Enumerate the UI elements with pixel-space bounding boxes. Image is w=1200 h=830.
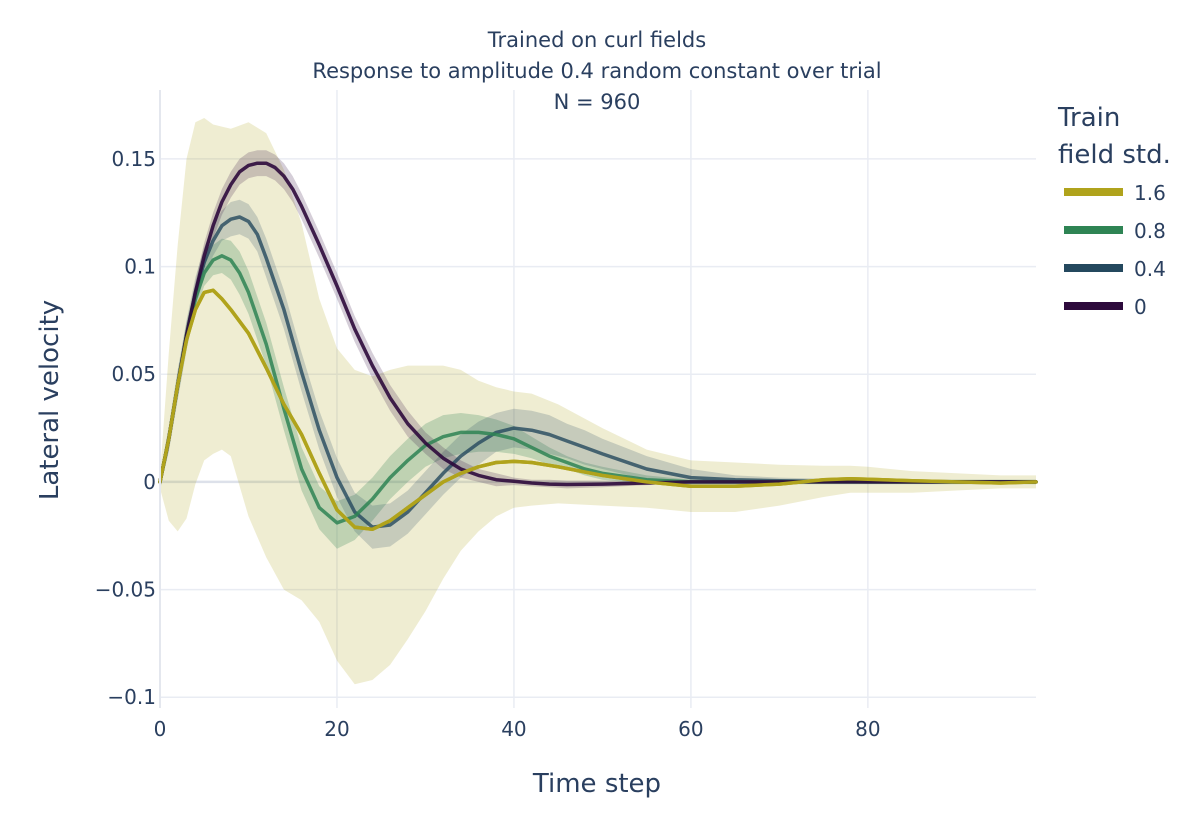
- x-tick-label: 60: [678, 717, 703, 741]
- series-line-0-8: [158, 254, 1038, 525]
- band-0-8: [160, 238, 1036, 549]
- legend-item-0[interactable]: 0: [1064, 295, 1147, 319]
- y-tick-label: 0: [143, 470, 156, 494]
- title-line-3: N = 960: [554, 90, 641, 114]
- y-tick-label: −0.05: [95, 578, 156, 602]
- band-1-6: [160, 118, 1036, 685]
- legend-item-1-6[interactable]: 1.6: [1064, 181, 1166, 205]
- axes: 0 20 40 60 80 −0.1 −0.05 0 0.05 0.1 0.15: [95, 90, 881, 741]
- legend-label: 0.4: [1134, 257, 1166, 281]
- title-line-1: Trained on curl fields: [487, 28, 706, 52]
- title-line-2: Response to amplitude 0.4 random constan…: [312, 59, 881, 83]
- x-tick-label: 20: [324, 717, 349, 741]
- legend-title-line-2: field std.: [1058, 140, 1171, 170]
- chart-title: Trained on curl fields Response to ampli…: [312, 28, 881, 114]
- y-tick-label: 0.1: [124, 255, 156, 279]
- series-lines: [158, 161, 1038, 532]
- legend-label: 0: [1134, 295, 1147, 319]
- y-tick-label: −0.1: [107, 685, 156, 709]
- x-tick-label: 40: [501, 717, 526, 741]
- confidence-bands: [160, 118, 1036, 685]
- x-axis-title: Time step: [532, 769, 661, 799]
- legend-label: 0.8: [1134, 219, 1166, 243]
- series-line-0-4: [158, 215, 1038, 529]
- y-tick-label: 0.15: [111, 147, 156, 171]
- series-line-0: [158, 161, 1038, 487]
- x-tick-label: 0: [154, 717, 167, 741]
- legend-label: 1.6: [1134, 181, 1166, 205]
- legend[interactable]: Train field std. 1.6 0.8 0.4 0: [1057, 103, 1171, 319]
- y-axis-title: Lateral velocity: [35, 300, 65, 500]
- legend-item-0-8[interactable]: 0.8: [1064, 219, 1166, 243]
- y-tick-label: 0.05: [111, 362, 156, 386]
- series-line-1-6-top: [158, 288, 1038, 532]
- x-tick-label: 80: [855, 717, 880, 741]
- legend-item-0-4[interactable]: 0.4: [1064, 257, 1166, 281]
- legend-title-line-1: Train: [1057, 103, 1120, 133]
- band-0-4: [160, 199, 1036, 549]
